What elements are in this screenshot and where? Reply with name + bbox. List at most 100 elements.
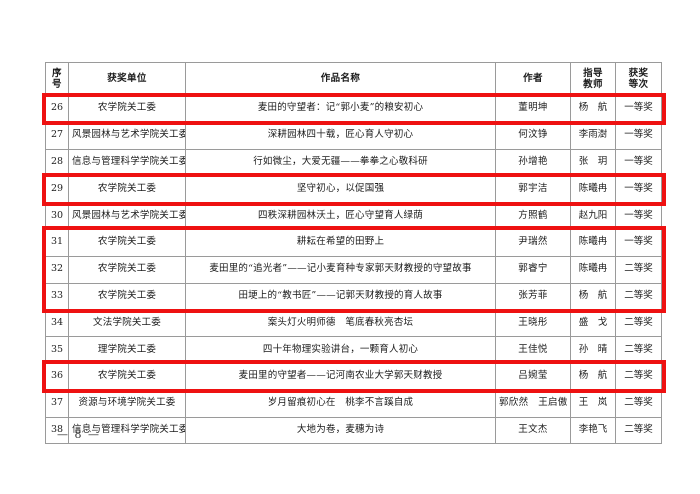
cell-advisor: 陈曦冉 bbox=[570, 228, 616, 257]
table-row: 26 农学院关工委 麦田的守望者：记“郭小麦”的粮安初心 董明坤杨 航一等奖 bbox=[45, 95, 662, 123]
column-header-teacher-line2: 教师 bbox=[583, 79, 603, 90]
cell-award-no: 32 bbox=[45, 255, 69, 284]
table-body: 26 农学院关工委 麦田的守望者：记“郭小麦”的粮安初心 董明坤杨 航一等奖 27 风景园… bbox=[45, 95, 662, 445]
cell-award-unit: 风景园林与艺术学院关工委 bbox=[68, 121, 186, 150]
cell-award-no: 35 bbox=[45, 336, 69, 364]
column-header-author: 作者 bbox=[495, 62, 571, 96]
cell-work-title: 坚守初心，以促国强 bbox=[185, 175, 496, 204]
cell-author: 董明坤 bbox=[495, 95, 571, 123]
cell-award-no: 26 bbox=[45, 95, 69, 123]
cell-work-title: 耕耘在希望的田野上 bbox=[185, 228, 496, 257]
cell-advisor: 陈曦冉 bbox=[570, 175, 616, 204]
cell-author: 方照鹤 bbox=[495, 202, 571, 230]
table-row: 36 农学院关工委 麦田里的守望者——记河南农业大学郭天财教授 吕婉莹杨 航二等奖 bbox=[45, 362, 662, 391]
cell-award-level: 一等奖 bbox=[615, 95, 662, 123]
cell-work-title: 岁月留痕初心在 桃李不言蹊自成 bbox=[185, 389, 496, 418]
cell-advisor: 张 玥 bbox=[570, 148, 616, 177]
cell-award-no: 38 bbox=[45, 416, 69, 445]
cell-author: 尹瑞然 bbox=[495, 228, 571, 257]
cell-award-level: 一等奖 bbox=[615, 202, 662, 230]
cell-award-no: 30 bbox=[45, 202, 69, 230]
cell-award-unit: 资源与环境学院关工委 bbox=[68, 389, 186, 418]
cell-award-level: 二等奖 bbox=[615, 255, 662, 284]
cell-advisor: 盛 戈 bbox=[570, 309, 616, 338]
cell-work-title: 四十年物理实验讲台，一颗育人初心 bbox=[185, 336, 496, 364]
column-header-no-line1: 序 bbox=[52, 67, 62, 79]
cell-advisor: 杨 航 bbox=[570, 282, 616, 311]
table-row: 27 风景园林与艺术学院关工委 深耕园林四十载，匠心育人守初心 何汶铮 李雨澍 一等奖 bbox=[45, 121, 662, 150]
table-row: 34 文法学院关工委 案头灯火明师德 笔底春秋亮杏坛 王晓彤盛 戈二等奖 bbox=[45, 309, 662, 338]
cell-advisor: 王 岚 bbox=[570, 389, 616, 418]
cell-award-unit: 理学院关工委 bbox=[68, 336, 186, 364]
cell-award-no: 36 bbox=[45, 362, 69, 391]
cell-award-unit: 文法学院关工委 bbox=[68, 309, 186, 338]
cell-award-unit: 风景园林与艺术学院关工委 bbox=[68, 202, 186, 230]
cell-award-level: 二等奖 bbox=[615, 389, 662, 418]
column-header-teacher-line1: 指导 bbox=[583, 67, 603, 79]
table-row: 29 农学院关工委 坚守初心，以促国强 郭宇洁 陈曦冉 一等奖 bbox=[45, 175, 662, 204]
table-header: 序 号 获奖单位 作品名称 作者 指导 教师 获奖 等次 bbox=[45, 62, 662, 96]
cell-award-level: 一等奖 bbox=[615, 148, 662, 177]
cell-author: 王佳悦 bbox=[495, 336, 571, 364]
cell-work-title: 深耕园林四十载，匠心育人守初心 bbox=[185, 121, 496, 150]
cell-award-unit: 农学院关工委 bbox=[68, 175, 186, 204]
cell-award-no: 37 bbox=[45, 389, 69, 418]
cell-advisor: 杨 航 bbox=[570, 362, 616, 391]
cell-advisor: 陈曦冉 bbox=[570, 255, 616, 284]
cell-award-unit: 信息与管理科学学院关工委 bbox=[68, 148, 186, 177]
award-list-table: 序 号 获奖单位 作品名称 作者 指导 教师 获奖 等次 26 农学院关工委 麦田的… bbox=[45, 62, 662, 445]
column-header-teacher: 指导 教师 bbox=[570, 62, 616, 96]
table-row: 35 理学院关工委 四十年物理实验讲台，一颗育人初心 王佳悦孙 晴二等奖 bbox=[45, 336, 662, 364]
table-row: 31 农学院关工委 耕耘在希望的田野上 尹瑞然 陈曦冉 一等奖 bbox=[45, 228, 662, 257]
cell-author: 张芳菲 bbox=[495, 282, 571, 311]
cell-work-title: 案头灯火明师德 笔底春秋亮杏坛 bbox=[185, 309, 496, 338]
column-header-level-line1: 获奖 bbox=[628, 67, 649, 79]
cell-award-no: 31 bbox=[45, 228, 69, 257]
table-row: 38 信息与管理科学学院关工委 大地为卷，麦穗为诗 王文杰 李艳飞 二等奖 bbox=[45, 416, 662, 445]
cell-advisor: 孙 晴 bbox=[570, 336, 616, 364]
cell-award-level: 一等奖 bbox=[615, 175, 662, 204]
table-header-row: 序 号 获奖单位 作品名称 作者 指导 教师 获奖 等次 bbox=[45, 62, 662, 96]
table-row: 37 资源与环境学院关工委 岁月留痕初心在 桃李不言蹊自成 郭欣然 王启傲王 岚二等奖 bbox=[45, 389, 662, 418]
cell-author: 吕婉莹 bbox=[495, 362, 571, 391]
cell-award-level: 二等奖 bbox=[615, 282, 662, 311]
table-row: 33 农学院关工委 田埂上的“教书匠”——记郭天财教授的育人故事 张芳菲杨 航二等奖 bbox=[45, 282, 662, 311]
table-row: 32 农学院关工委 麦田里的“追光者”——记小麦育种专家郭天财教授的守望故事 郭睿宁陈… bbox=[45, 255, 662, 284]
cell-award-unit: 农学院关工委 bbox=[68, 95, 186, 123]
cell-author: 郭睿宁 bbox=[495, 255, 571, 284]
cell-advisor: 李雨澍 bbox=[570, 121, 616, 150]
column-header-title: 作品名称 bbox=[185, 62, 496, 96]
table-row: 28 信息与管理科学学院关工委 行如微尘，大爱无疆——拳拳之心敬科研 孙增艳张 玥一等… bbox=[45, 148, 662, 177]
cell-award-unit: 农学院关工委 bbox=[68, 282, 186, 311]
cell-work-title: 麦田的守望者：记“郭小麦”的粮安初心 bbox=[185, 95, 496, 123]
cell-work-title: 麦田里的“追光者”——记小麦育种专家郭天财教授的守望故事 bbox=[185, 255, 496, 284]
column-header-no: 序 号 bbox=[45, 62, 69, 96]
cell-advisor: 赵九阳 bbox=[570, 202, 616, 230]
cell-award-level: 二等奖 bbox=[615, 416, 662, 445]
table-row: 30 风景园林与艺术学院关工委 四秩深耕园林沃土，匠心守望育人绿荫 方照鹤 赵九阳 一等奖 bbox=[45, 202, 662, 230]
column-header-no-line2: 号 bbox=[52, 79, 62, 90]
column-header-unit: 获奖单位 bbox=[68, 62, 186, 96]
cell-award-unit: 农学院关工委 bbox=[68, 255, 186, 284]
column-header-level: 获奖 等次 bbox=[615, 62, 662, 96]
cell-work-title: 四秩深耕园林沃土，匠心守望育人绿荫 bbox=[185, 202, 496, 230]
cell-award-unit: 农学院关工委 bbox=[68, 362, 186, 391]
cell-work-title: 田埂上的“教书匠”——记郭天财教授的育人故事 bbox=[185, 282, 496, 311]
cell-award-unit: 农学院关工委 bbox=[68, 228, 186, 257]
column-header-level-line2: 等次 bbox=[628, 79, 649, 90]
cell-award-no: 34 bbox=[45, 309, 69, 338]
cell-advisor: 杨 航 bbox=[570, 95, 616, 123]
cell-award-no: 29 bbox=[45, 175, 69, 204]
cell-work-title: 麦田里的守望者——记河南农业大学郭天财教授 bbox=[185, 362, 496, 391]
cell-award-no: 33 bbox=[45, 282, 69, 311]
cell-work-title: 行如微尘，大爱无疆——拳拳之心敬科研 bbox=[185, 148, 496, 177]
cell-author: 王晓彤 bbox=[495, 309, 571, 338]
cell-award-level: 一等奖 bbox=[615, 228, 662, 257]
cell-award-level: 二等奖 bbox=[615, 362, 662, 391]
cell-author: 王文杰 bbox=[495, 416, 571, 445]
cell-author: 何汶铮 bbox=[495, 121, 571, 150]
cell-award-level: 二等奖 bbox=[615, 336, 662, 364]
cell-author: 郭宇洁 bbox=[495, 175, 571, 204]
cell-award-level: 一等奖 bbox=[615, 121, 662, 150]
